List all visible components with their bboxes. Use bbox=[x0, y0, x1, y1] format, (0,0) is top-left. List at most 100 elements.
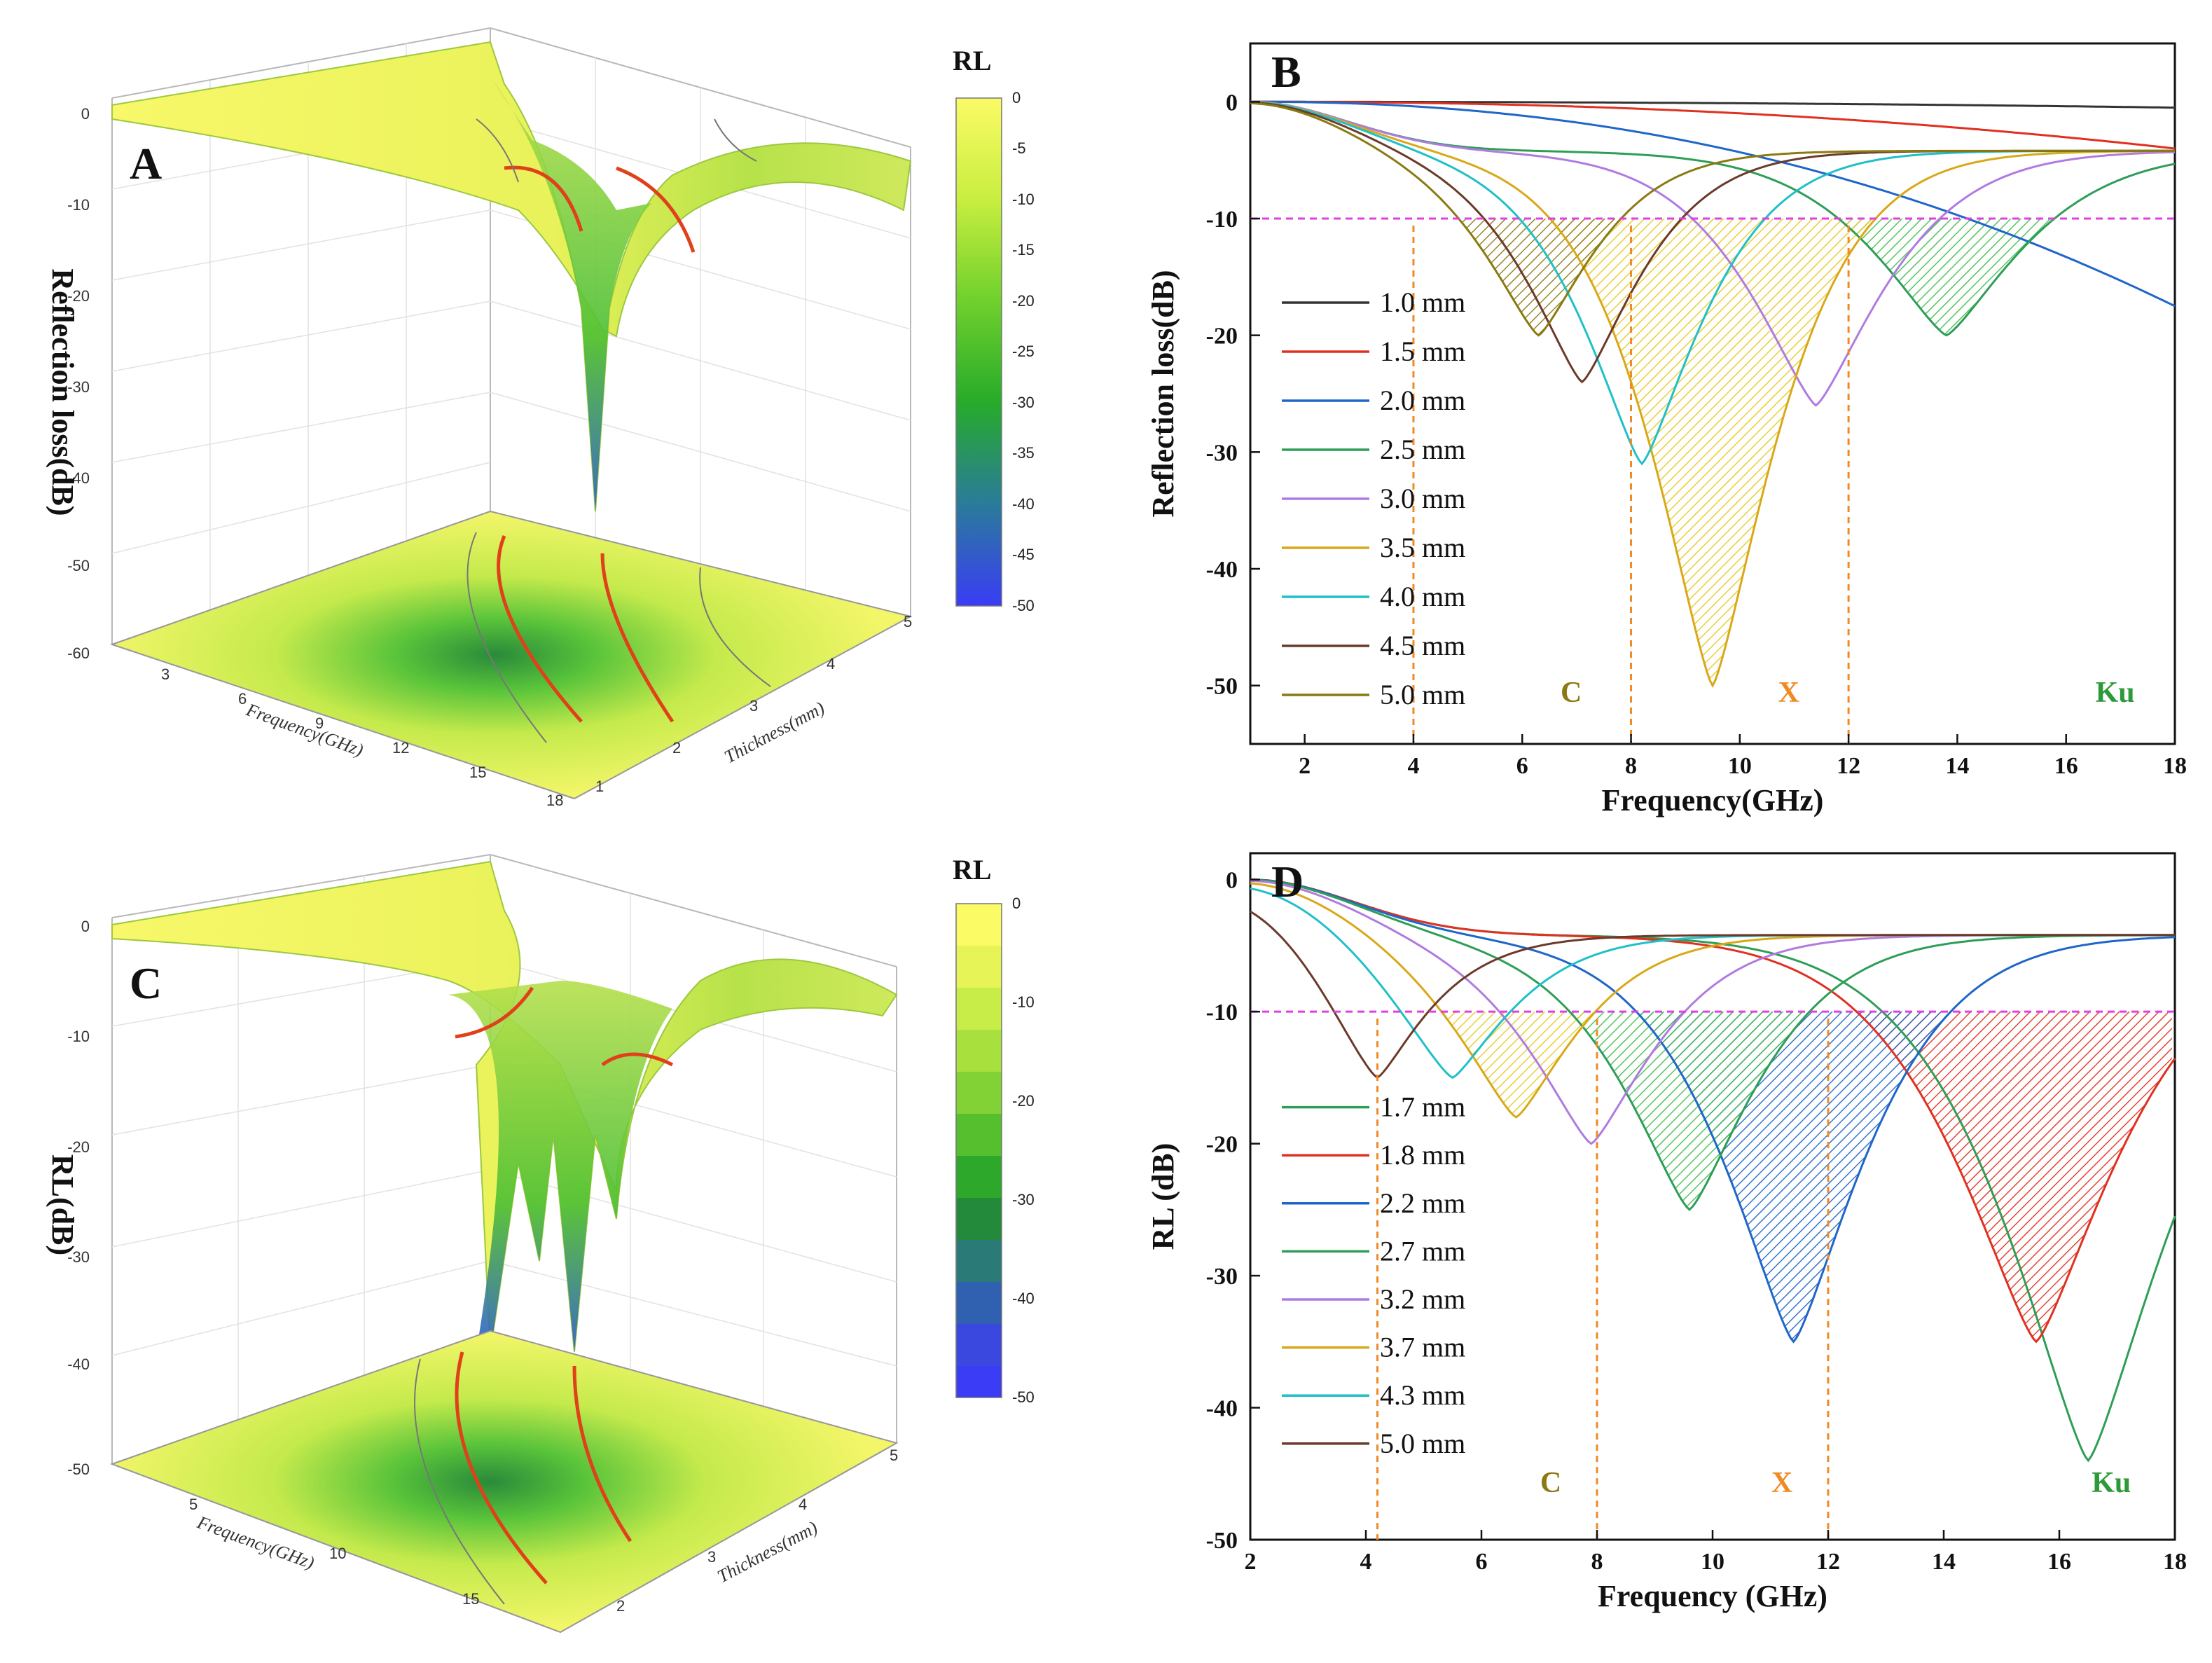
x-tick-label: 14 bbox=[1932, 1549, 1956, 1575]
colorbar-tick: 0 bbox=[1012, 89, 1021, 106]
panel-a-contour-red-2 bbox=[616, 166, 696, 253]
series-line bbox=[1250, 878, 2175, 1211]
colorbar-tick: -40 bbox=[1012, 495, 1035, 513]
x-tick-label: 18 bbox=[2163, 753, 2187, 779]
legend-label: 5.0 mm bbox=[1380, 679, 1465, 710]
panel-a-contour-red-1 bbox=[504, 165, 583, 232]
x-tick-label: 14 bbox=[1945, 753, 1969, 779]
hatch-region bbox=[1857, 1012, 2172, 1342]
panel-d-rl-chart: C X Ku 2 4 6 8 10 12 14 16 18 0 -10 -20 -30 -40 -50 Freque… bbox=[1146, 852, 2187, 1613]
series-line bbox=[1250, 101, 2175, 689]
colorbar-tick: -10 bbox=[1012, 191, 1035, 208]
panel-a-yticks: 1 2 3 4 5 bbox=[595, 613, 912, 795]
colorbar-tick: -30 bbox=[1012, 394, 1035, 411]
colorbar-tick: -5 bbox=[1012, 139, 1026, 157]
y-tick-label: -20 bbox=[1206, 1132, 1238, 1158]
panel-c-xtick: 15 bbox=[462, 1590, 479, 1608]
y-tick-label: 0 bbox=[1226, 868, 1238, 894]
y-tick-label: -50 bbox=[1206, 674, 1238, 700]
panel-a-ztick: -40 bbox=[67, 469, 90, 487]
panel-a-xtick: 9 bbox=[315, 715, 324, 732]
panel-c-ztick: -10 bbox=[67, 1028, 90, 1045]
panel-a-ytick: 4 bbox=[827, 655, 835, 672]
panel-a-ztick: -30 bbox=[67, 378, 90, 396]
y-tick-label: -20 bbox=[1206, 324, 1238, 350]
x-tick-label: 2 bbox=[1245, 1549, 1257, 1575]
y-axis-title: Reflection loss(dB) bbox=[1146, 270, 1180, 517]
panel-c-floor-contour-red-2 bbox=[572, 1365, 633, 1543]
panel-a-xtick: 3 bbox=[161, 665, 170, 683]
panel-a-zlabel: Reflection loss(dB) bbox=[46, 268, 80, 516]
panel-c-3d-surface: C 0 -10 -20 -30 -40 -50 RL(dB) 5 10 15 F… bbox=[46, 854, 1035, 1634]
panel-c-floor bbox=[110, 1330, 899, 1634]
panel-c-xticks: 5 10 15 bbox=[189, 1496, 479, 1608]
panel-a-colorbar bbox=[955, 97, 1002, 607]
panel-a-floor bbox=[109, 510, 913, 800]
plot-frame bbox=[1249, 42, 2176, 745]
y-tick-label: 0 bbox=[1226, 90, 1238, 116]
panel-c-ytick: 2 bbox=[616, 1597, 625, 1615]
y-tick-label: -40 bbox=[1206, 557, 1238, 583]
y-tick-label: -40 bbox=[1206, 1396, 1238, 1422]
series-line bbox=[1250, 911, 2175, 1079]
panel-letter: D bbox=[1271, 857, 1304, 906]
panel-c-ytick: 3 bbox=[707, 1548, 716, 1566]
x-tick-label: 12 bbox=[1837, 753, 1860, 779]
panel-c-colorbar-ticks: 0 -10 -20 -30 -40 -50 bbox=[1012, 895, 1035, 1406]
panel-c-ztick: 0 bbox=[81, 918, 90, 935]
x-axis-title: Frequency (GHz) bbox=[1598, 1579, 1827, 1613]
panel-c-ytick: 5 bbox=[890, 1447, 898, 1464]
panel-a-ytick: 1 bbox=[595, 778, 604, 795]
hatch-region bbox=[1570, 1012, 1809, 1210]
panel-a-xtick: 18 bbox=[546, 792, 563, 809]
panel-a-ytick: 3 bbox=[749, 697, 758, 715]
panel-c-zlabel: RL(dB) bbox=[46, 1154, 80, 1255]
panel-c-ztick: -20 bbox=[67, 1138, 90, 1156]
panel-a-floor-contour-2 bbox=[699, 567, 771, 687]
series-line bbox=[1250, 100, 2176, 407]
panel-a-ztick: -60 bbox=[67, 644, 90, 662]
legend-label: 4.3 mm bbox=[1380, 1379, 1465, 1411]
legend-label: 2.0 mm bbox=[1380, 385, 1465, 416]
series-line bbox=[1250, 100, 2176, 308]
series-line bbox=[1250, 878, 2176, 1344]
x-tick-label: 6 bbox=[1516, 753, 1528, 779]
hatch-region bbox=[1459, 219, 1620, 336]
x-tick-label: 16 bbox=[2054, 753, 2078, 779]
series-line bbox=[1250, 102, 2175, 337]
panel-a-zticks: 0 -10 -20 -30 -40 -50 -60 bbox=[67, 105, 90, 662]
x-tick-label: 8 bbox=[1591, 1549, 1603, 1575]
legend-label: 5.0 mm bbox=[1380, 1428, 1465, 1459]
legend-label: 2.2 mm bbox=[1380, 1187, 1465, 1219]
panel-letter: B bbox=[1271, 47, 1301, 97]
x-tick-label: 4 bbox=[1407, 753, 1419, 779]
colorbar-tick: -50 bbox=[1012, 597, 1035, 614]
colorbar-tick: -50 bbox=[1012, 1388, 1035, 1406]
x-tick-label: 12 bbox=[1816, 1549, 1840, 1575]
band-label: X bbox=[1778, 677, 1799, 709]
panel-a-surface bbox=[111, 41, 912, 512]
colorbar-tick: -45 bbox=[1012, 546, 1035, 563]
colorbar-tick: -25 bbox=[1012, 343, 1035, 360]
panel-a-ztick: -50 bbox=[67, 557, 90, 574]
x-tick-label: 6 bbox=[1476, 1549, 1488, 1575]
panel-c-yticks: 2 3 4 5 bbox=[616, 1447, 898, 1615]
y-tick-label: -10 bbox=[1206, 1000, 1238, 1026]
x-tick-label: 4 bbox=[1360, 1549, 1372, 1575]
panel-c-floor-contour-1 bbox=[414, 1358, 505, 1605]
panel-a-letter: A bbox=[130, 139, 162, 188]
panel-b-rl-chart: C X Ku 2 4 6 8 10 12 14 16 18 0 -10 -20 -30 -40 -50 Freque… bbox=[1146, 42, 2187, 817]
x-tick-label: 18 bbox=[2163, 1549, 2187, 1575]
band-label: Ku bbox=[2092, 1467, 2131, 1499]
legend-label: 3.7 mm bbox=[1380, 1332, 1465, 1363]
panel-a-colorbar-ticks: 0 -5 -10 -15 -20 -25 -30 -35 -40 -45 -50 bbox=[1012, 89, 1035, 614]
colorbar-tick: -20 bbox=[1012, 1092, 1035, 1110]
legend-label: 4.5 mm bbox=[1380, 630, 1465, 661]
panel-c-ztick: -50 bbox=[67, 1461, 90, 1478]
panel-c-colorbar-title: RL bbox=[953, 854, 992, 885]
y-tick-label: -30 bbox=[1206, 440, 1238, 466]
panel-c-ztick: -30 bbox=[67, 1248, 90, 1266]
hatch-region bbox=[1444, 1012, 1594, 1117]
legend-label: 3.0 mm bbox=[1380, 483, 1465, 514]
colorbar-tick: -15 bbox=[1012, 241, 1035, 258]
